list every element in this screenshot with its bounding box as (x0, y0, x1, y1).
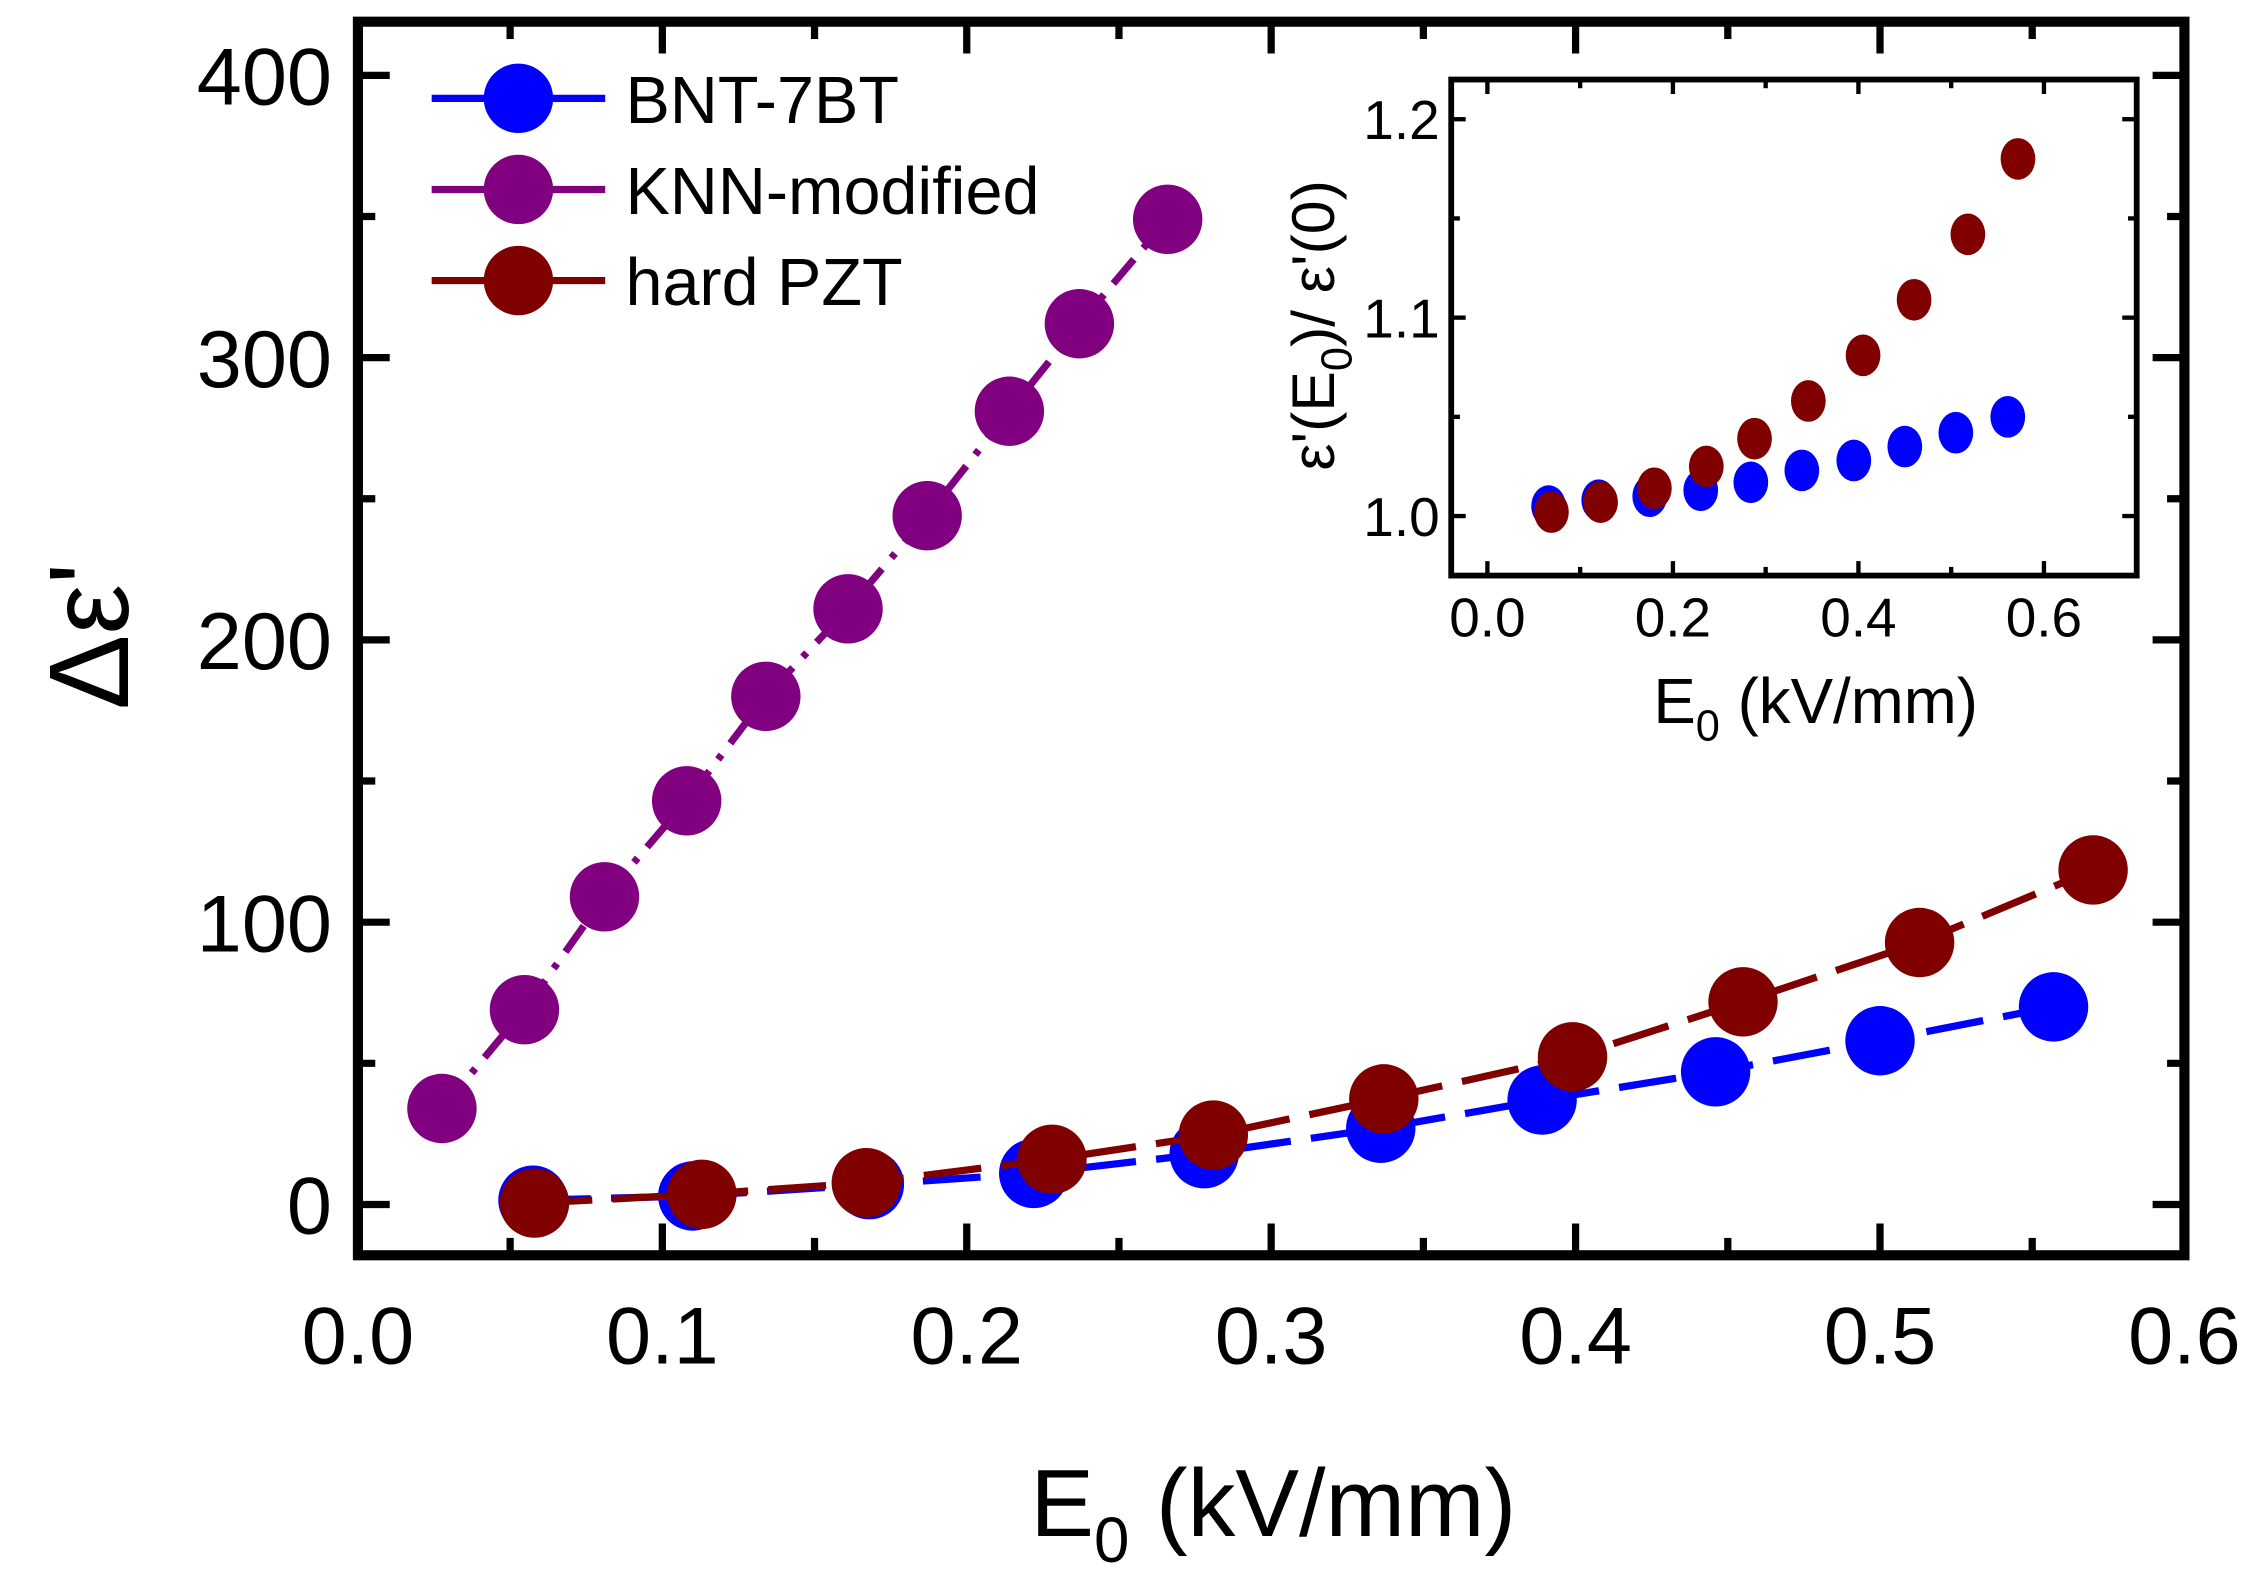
subscript: 0 (1696, 702, 1720, 750)
x-tick-label: 0.0 (1449, 586, 1525, 648)
series-hard-pzt (499, 835, 2128, 1238)
x-tick-label: 0.6 (2128, 1292, 2241, 1382)
data-point (1708, 967, 1778, 1037)
y-tick-label: 400 (197, 32, 332, 122)
main-plot: 0.0 0.1 0.2 0.3 0.4 0.5 0.6 0 100 200 300 400 (197, 16, 2241, 1382)
data-point (1737, 417, 1772, 460)
legend-item: KNN-modified (431, 154, 1039, 229)
data-point (1790, 380, 1826, 422)
legend: BNT-7BT KNN-modified hard PZT (431, 63, 1039, 320)
legend-marker (483, 63, 554, 134)
label-part: ε'(E (1279, 371, 1347, 470)
data-point (831, 1148, 902, 1218)
legend-label: KNN-modified (625, 155, 1039, 229)
main-y-axis-label: Δε' (26, 563, 152, 710)
data-point (731, 661, 801, 732)
series-line (532, 1003, 2055, 1204)
data-point (892, 480, 962, 551)
y-tick-label: 200 (197, 597, 332, 687)
data-point (1044, 289, 1115, 359)
label-part: )/ ε'(0) (1279, 180, 1347, 347)
legend-item: hard PZT (431, 245, 903, 320)
data-point (813, 574, 883, 644)
data-point (1688, 445, 1724, 488)
inset-plot: 0.0 0.2 0.4 0.6 1.0 1.1 1.2 (1363, 76, 2140, 648)
label-part: E (1653, 666, 1695, 737)
label-part: (kV/mm) (1720, 666, 1978, 737)
data-point (1938, 411, 1974, 454)
data-point (1178, 1100, 1249, 1170)
data-point (974, 376, 1045, 446)
x-tick-label: 0.0 (302, 1292, 415, 1382)
label-part: (kV/mm) (1129, 1451, 1516, 1557)
series-knn-modified (407, 184, 1203, 1144)
subscript: 0 (1094, 1505, 1129, 1576)
y-tick-label: 0 (287, 1162, 332, 1252)
y-tick-label: 300 (197, 315, 332, 405)
label-part: E (1030, 1451, 1094, 1557)
x-tick-label: 0.3 (1215, 1292, 1328, 1382)
x-tick-label: 0.4 (1820, 586, 1896, 648)
data-point (667, 1159, 737, 1230)
data-point (1680, 1037, 1751, 1107)
inset-y-axis-label: ε'(E0)/ ε'(0) (1279, 180, 1361, 470)
data-point (1784, 449, 1820, 492)
data-point (1132, 184, 1203, 254)
legend-item: BNT-7BT (431, 63, 899, 138)
data-point (1537, 1022, 1608, 1092)
data-point (1845, 334, 1881, 377)
x-tick-label: 0.5 (1824, 1292, 1937, 1382)
data-point (1896, 278, 1932, 321)
y-tick-label: 1.2 (1363, 89, 1439, 151)
series-hard-pzt (1534, 138, 2036, 533)
x-tick-label: 0.1 (606, 1292, 719, 1382)
x-tick-label: 0.6 (2006, 586, 2082, 648)
inset-x-axis-label: E0 (kV/mm) (1653, 666, 1978, 750)
series-line (439, 216, 1171, 1111)
data-point (2000, 138, 2036, 180)
legend-label: hard PZT (625, 246, 902, 320)
x-tick-label: 0.2 (910, 1292, 1023, 1382)
plot-frame (1448, 76, 2140, 579)
y-tick-label: 100 (197, 879, 332, 969)
data-point (651, 766, 722, 836)
y-tick-label: 1.1 (1363, 287, 1439, 349)
x-tick-label: 0.2 (1635, 586, 1711, 648)
data-point (1583, 481, 1618, 523)
data-point (1733, 461, 1769, 504)
data-point (1017, 1124, 1087, 1195)
data-point (1950, 213, 1986, 256)
legend-label: BNT-7BT (625, 64, 898, 138)
data-point (1887, 425, 1923, 468)
data-point (1637, 467, 1672, 510)
subscript: 0 (1313, 347, 1361, 371)
x-tick-label: 0.4 (1519, 1292, 1632, 1382)
data-point (1845, 1006, 1915, 1076)
data-point (407, 1073, 477, 1144)
data-point (2058, 835, 2128, 905)
data-point (1534, 491, 1569, 533)
main-x-axis-label: E0 (kV/mm) (1030, 1451, 1516, 1576)
series-line (534, 866, 2095, 1207)
y-tick-label: 1.0 (1363, 486, 1439, 548)
data-point (1349, 1064, 1419, 1134)
data-point (499, 1168, 570, 1238)
data-point (1836, 439, 1872, 482)
data-point (489, 974, 560, 1045)
series-bnt-7bt (498, 972, 2089, 1235)
data-point (2018, 972, 2089, 1042)
data-point (569, 862, 640, 932)
data-point (1884, 907, 1955, 978)
data-point (1990, 396, 2026, 438)
legend-marker (483, 245, 554, 316)
legend-marker (483, 154, 554, 225)
